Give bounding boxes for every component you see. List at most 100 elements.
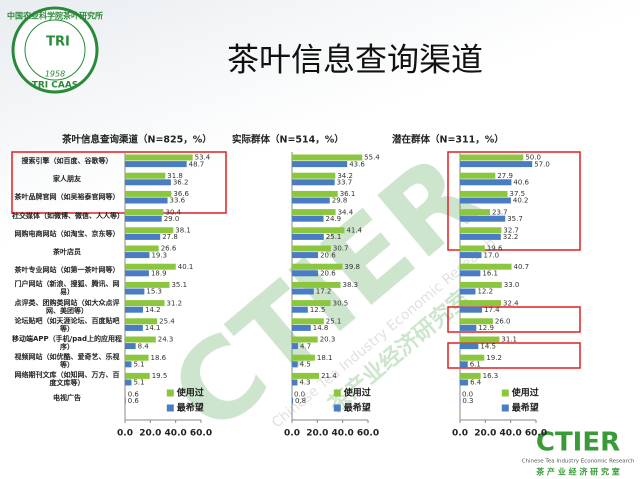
bar (125, 263, 176, 270)
bar (125, 324, 143, 331)
bar (292, 281, 341, 288)
logo-ring (11, 6, 99, 94)
x-tick-label: 60.0 (357, 429, 379, 439)
value-label: 14.8 (313, 324, 329, 332)
bar (460, 361, 468, 368)
bar (292, 197, 330, 204)
value-label: 25.4 (159, 318, 175, 326)
value-label: 55.4 (364, 154, 380, 162)
value-label: 25.1 (326, 233, 342, 241)
category-label: 茶叶专业网站（如第一茶叶网等） (14, 266, 120, 275)
x-tick-label: 20.0 (139, 429, 161, 439)
value-label: 31.2 (167, 299, 183, 307)
value-label: 38.1 (175, 227, 191, 235)
highlight-box (447, 151, 581, 251)
category-label: 网络期刊文库（如知网、万方、百度文库等） (14, 371, 120, 388)
bar (125, 336, 156, 343)
legend-swatch (333, 404, 341, 412)
bar (125, 227, 174, 234)
legend-swatch (333, 389, 341, 397)
value-label: 18.1 (317, 354, 333, 362)
bar (292, 190, 338, 197)
chart-title: 实际群体（N=514，%） (232, 134, 344, 146)
bar (292, 179, 335, 186)
bar (460, 354, 485, 361)
value-label: 0.0 (294, 390, 305, 398)
value-label: 33.0 (504, 281, 520, 289)
value-label: 23.7 (492, 208, 508, 216)
bar (125, 215, 162, 222)
category-label: 点评类、团购类网站（如大众点评网、美团等） (14, 298, 120, 315)
value-label: 34.4 (338, 208, 354, 216)
value-label: 14.5 (480, 342, 496, 350)
value-label: 36.2 (173, 179, 189, 187)
bar (292, 318, 324, 325)
legend-label: 使用过 (343, 387, 371, 399)
bar (292, 336, 318, 343)
x-tick-label: 40.0 (165, 429, 187, 439)
bar (460, 172, 496, 179)
category-label: 家人朋友 (53, 175, 81, 184)
bar (292, 306, 308, 313)
category-label: 论坛贴吧（如天涯论坛、百度贴吧等） (14, 316, 120, 333)
bar (125, 318, 158, 325)
value-label: 12.5 (310, 306, 326, 314)
value-label: 33.6 (170, 197, 186, 205)
highlight-box (447, 306, 581, 333)
bar (292, 343, 298, 350)
value-label: 57.0 (534, 160, 550, 168)
value-label: 5.1 (133, 379, 144, 387)
bar (125, 190, 172, 197)
bar (460, 245, 485, 252)
value-label: 16.3 (483, 372, 499, 380)
bar (125, 379, 132, 386)
value-label: 14.2 (145, 306, 161, 314)
bar (292, 361, 298, 368)
bar (460, 300, 502, 307)
category-label: 视频网站（如优酷、爱奇艺、乐视等） (14, 353, 120, 370)
value-label: 40.2 (513, 197, 529, 205)
value-label: 39.8 (344, 263, 360, 271)
bar (292, 270, 319, 277)
bar (125, 288, 145, 295)
value-label: 35.7 (507, 215, 523, 223)
bar (292, 209, 336, 216)
value-label: 32.2 (503, 233, 519, 241)
bar (292, 397, 294, 404)
value-label: 40.7 (514, 263, 530, 271)
legend-label: 使用过 (176, 387, 204, 399)
legend-swatch (501, 404, 509, 412)
legend-label: 最希望 (344, 402, 371, 414)
bar (125, 161, 187, 168)
bar (460, 306, 483, 313)
bar (460, 252, 482, 259)
bar (125, 281, 170, 288)
bar (460, 336, 500, 343)
bar (460, 179, 512, 186)
bar (125, 209, 164, 216)
bar (125, 252, 150, 259)
value-label: 36.6 (173, 190, 189, 198)
value-label: 16.1 (482, 270, 498, 278)
value-label: 17.2 (316, 288, 332, 296)
bar (292, 263, 343, 270)
value-label: 17.0 (484, 251, 500, 259)
bar (125, 354, 149, 361)
footer-logo: CTIER (536, 428, 620, 458)
x-tick-label: 60.0 (525, 429, 547, 439)
x-tick-label: 20.0 (306, 429, 328, 439)
bar (460, 270, 481, 277)
value-label: 29.8 (332, 197, 348, 205)
value-label: 30.5 (333, 299, 349, 307)
logo-arc: 中国农业科学院茶叶研究所 (7, 11, 103, 21)
value-label: 24.3 (158, 336, 174, 344)
value-label: 19.3 (151, 251, 167, 259)
chart-title: 潜在群体（N=311，%） (392, 134, 504, 146)
category-label: 网购电商网站（如淘宝、京东等） (14, 229, 120, 238)
value-label: 14.1 (145, 324, 161, 332)
value-label: 50.0 (525, 154, 541, 162)
bar (125, 391, 126, 398)
value-label: 19.6 (487, 245, 503, 253)
